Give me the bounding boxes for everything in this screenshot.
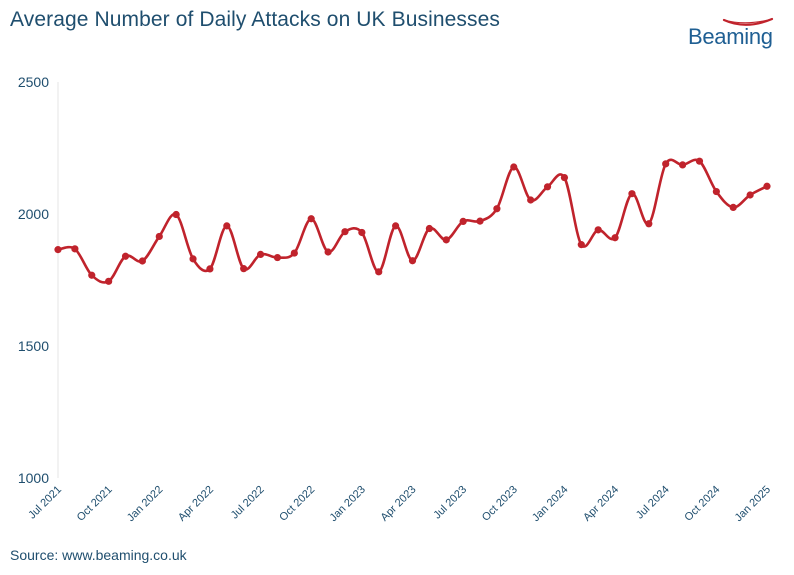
data-point [712,187,720,196]
x-tick-label: Apr 2024 [581,484,621,524]
x-tick-label: Jul 2022 [229,484,267,522]
data-point [543,183,552,191]
data-point [645,220,653,228]
data-point [341,228,349,236]
data-point [510,163,518,171]
data-point [425,224,433,233]
data-point [594,226,602,234]
x-tick-label: Apr 2022 [176,484,216,524]
data-point [307,215,315,223]
data-point [442,236,450,244]
data-point [172,210,180,219]
data-point [206,265,214,273]
data-point [611,234,619,242]
data-point [746,191,754,199]
x-tick-label: Apr 2023 [379,484,419,524]
data-point [527,196,535,204]
data-point [375,268,383,276]
x-tick-label: Jan 2022 [125,484,165,524]
x-tick-label: Oct 2022 [277,484,317,524]
data-point [256,250,265,258]
y-tick-label: 2000 [18,206,49,222]
data-point [105,277,113,285]
data-point [273,253,282,262]
data-point [223,222,231,230]
data-point [493,205,501,213]
x-tick-label: Jul 2023 [431,484,469,522]
series-layer [54,157,771,285]
data-point [577,241,585,249]
data-point [155,232,163,241]
x-tick-label: Jan 2025 [733,484,773,524]
y-axis: 1000 1500 2000 2500 [18,74,59,486]
data-point [138,257,147,265]
x-tick-label: Jul 2021 [26,484,64,522]
y-tick-label: 1500 [18,338,49,354]
data-point [290,249,298,257]
y-tick-label: 2500 [18,74,49,90]
data-point [392,222,400,230]
data-point [408,257,417,265]
data-point [695,157,704,165]
data-point [459,217,467,225]
data-point [88,271,96,279]
logo-text: Beaming [688,24,773,49]
data-point [54,246,62,254]
data-point [71,245,79,253]
x-axis: Jul 2021 Oct 2021 Jan 2022 Apr 2022 Jul 2022… [26,484,773,524]
data-point [324,248,332,256]
beaming-logo: Beaming [686,16,778,56]
x-tick-label: Oct 2023 [480,484,520,524]
chart-title: Average Number of Daily Attacks on UK Bu… [10,8,500,31]
data-point [763,182,771,190]
data-point [240,265,248,273]
data-point [121,252,130,260]
x-tick-label: Jan 2024 [530,484,570,524]
source-note: Source: www.beaming.co.uk [10,547,187,563]
data-point [560,173,569,182]
logo-swoosh-icon [722,17,774,26]
data-point [189,255,197,263]
y-tick-label: 1000 [18,470,49,486]
data-point [628,190,636,198]
x-tick-label: Oct 2024 [682,484,722,524]
data-point [662,160,670,168]
x-tick-label: Oct 2021 [75,484,115,524]
data-point [678,161,687,169]
x-tick-label: Jul 2024 [634,484,672,522]
data-point [729,203,737,211]
data-point [476,217,484,225]
data-point [358,228,366,237]
x-tick-label: Jan 2023 [327,484,367,524]
